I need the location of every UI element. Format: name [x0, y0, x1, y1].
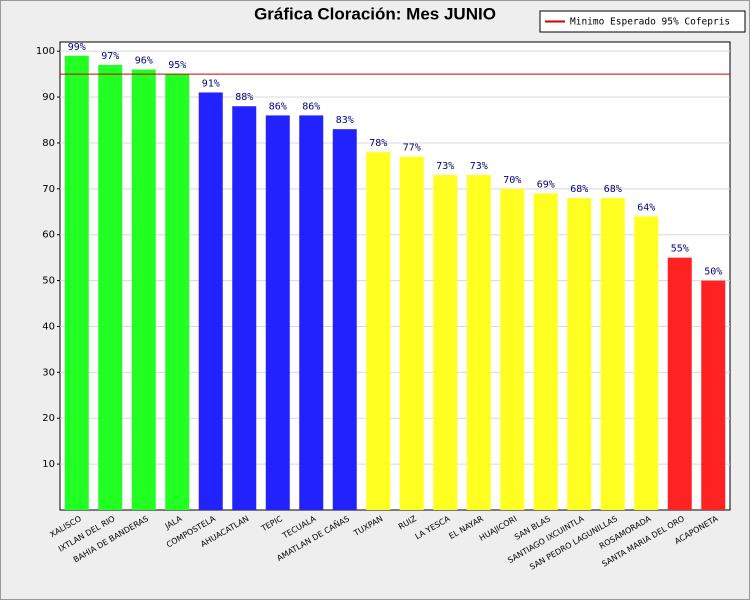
- bar: [701, 280, 726, 510]
- value-label: 86%: [302, 101, 320, 112]
- value-label: 68%: [570, 184, 588, 195]
- value-label: 86%: [269, 101, 287, 112]
- bar: [567, 198, 592, 510]
- bar: [600, 198, 625, 510]
- value-label: 83%: [336, 115, 354, 126]
- bar: [299, 115, 324, 510]
- value-label: 96%: [135, 56, 153, 67]
- y-tick-label: 40: [42, 321, 55, 332]
- value-label: 95%: [168, 60, 186, 71]
- bar: [433, 175, 458, 510]
- bar: [131, 69, 156, 510]
- bar: [265, 115, 290, 510]
- chart-title: Gráfica Cloración: Mes JUNIO: [254, 4, 496, 23]
- y-tick-label: 10: [42, 459, 55, 470]
- value-label: 73%: [470, 161, 488, 172]
- y-tick-label: 90: [42, 92, 55, 103]
- legend-label: Minimo Esperado 95% Cofepris: [570, 17, 730, 28]
- bar: [466, 175, 491, 510]
- value-label: 77%: [403, 143, 421, 154]
- value-label: 97%: [101, 51, 119, 62]
- legend: [539, 10, 746, 33]
- value-label: 91%: [202, 78, 220, 89]
- bar: [232, 106, 257, 510]
- value-label: 88%: [235, 92, 253, 103]
- y-tick-label: 50: [42, 276, 55, 287]
- value-label: 78%: [369, 138, 387, 149]
- value-label: 70%: [503, 175, 521, 186]
- bar: [634, 216, 659, 510]
- bar: [533, 193, 558, 511]
- value-label: 69%: [537, 179, 555, 190]
- bar: [667, 257, 692, 510]
- bar: [165, 74, 190, 510]
- bar: [98, 64, 123, 511]
- y-tick-label: 30: [42, 367, 55, 378]
- y-tick-label: 20: [42, 413, 55, 424]
- value-label: 73%: [436, 161, 454, 172]
- y-tick-label: 70: [42, 184, 55, 195]
- value-label: 64%: [637, 202, 655, 213]
- y-tick-label: 60: [42, 230, 55, 241]
- value-label: 55%: [671, 244, 689, 255]
- bar: [198, 92, 223, 511]
- value-label: 68%: [604, 184, 622, 195]
- bar: [64, 55, 89, 510]
- y-tick-label: 80: [42, 138, 55, 149]
- value-label: 50%: [704, 267, 722, 278]
- y-tick-label: 100: [36, 46, 55, 57]
- bar: [366, 152, 391, 510]
- plot-area: [59, 41, 731, 511]
- bar: [500, 188, 525, 510]
- bar: [332, 129, 357, 511]
- value-label: 99%: [68, 42, 86, 53]
- bar: [399, 156, 424, 511]
